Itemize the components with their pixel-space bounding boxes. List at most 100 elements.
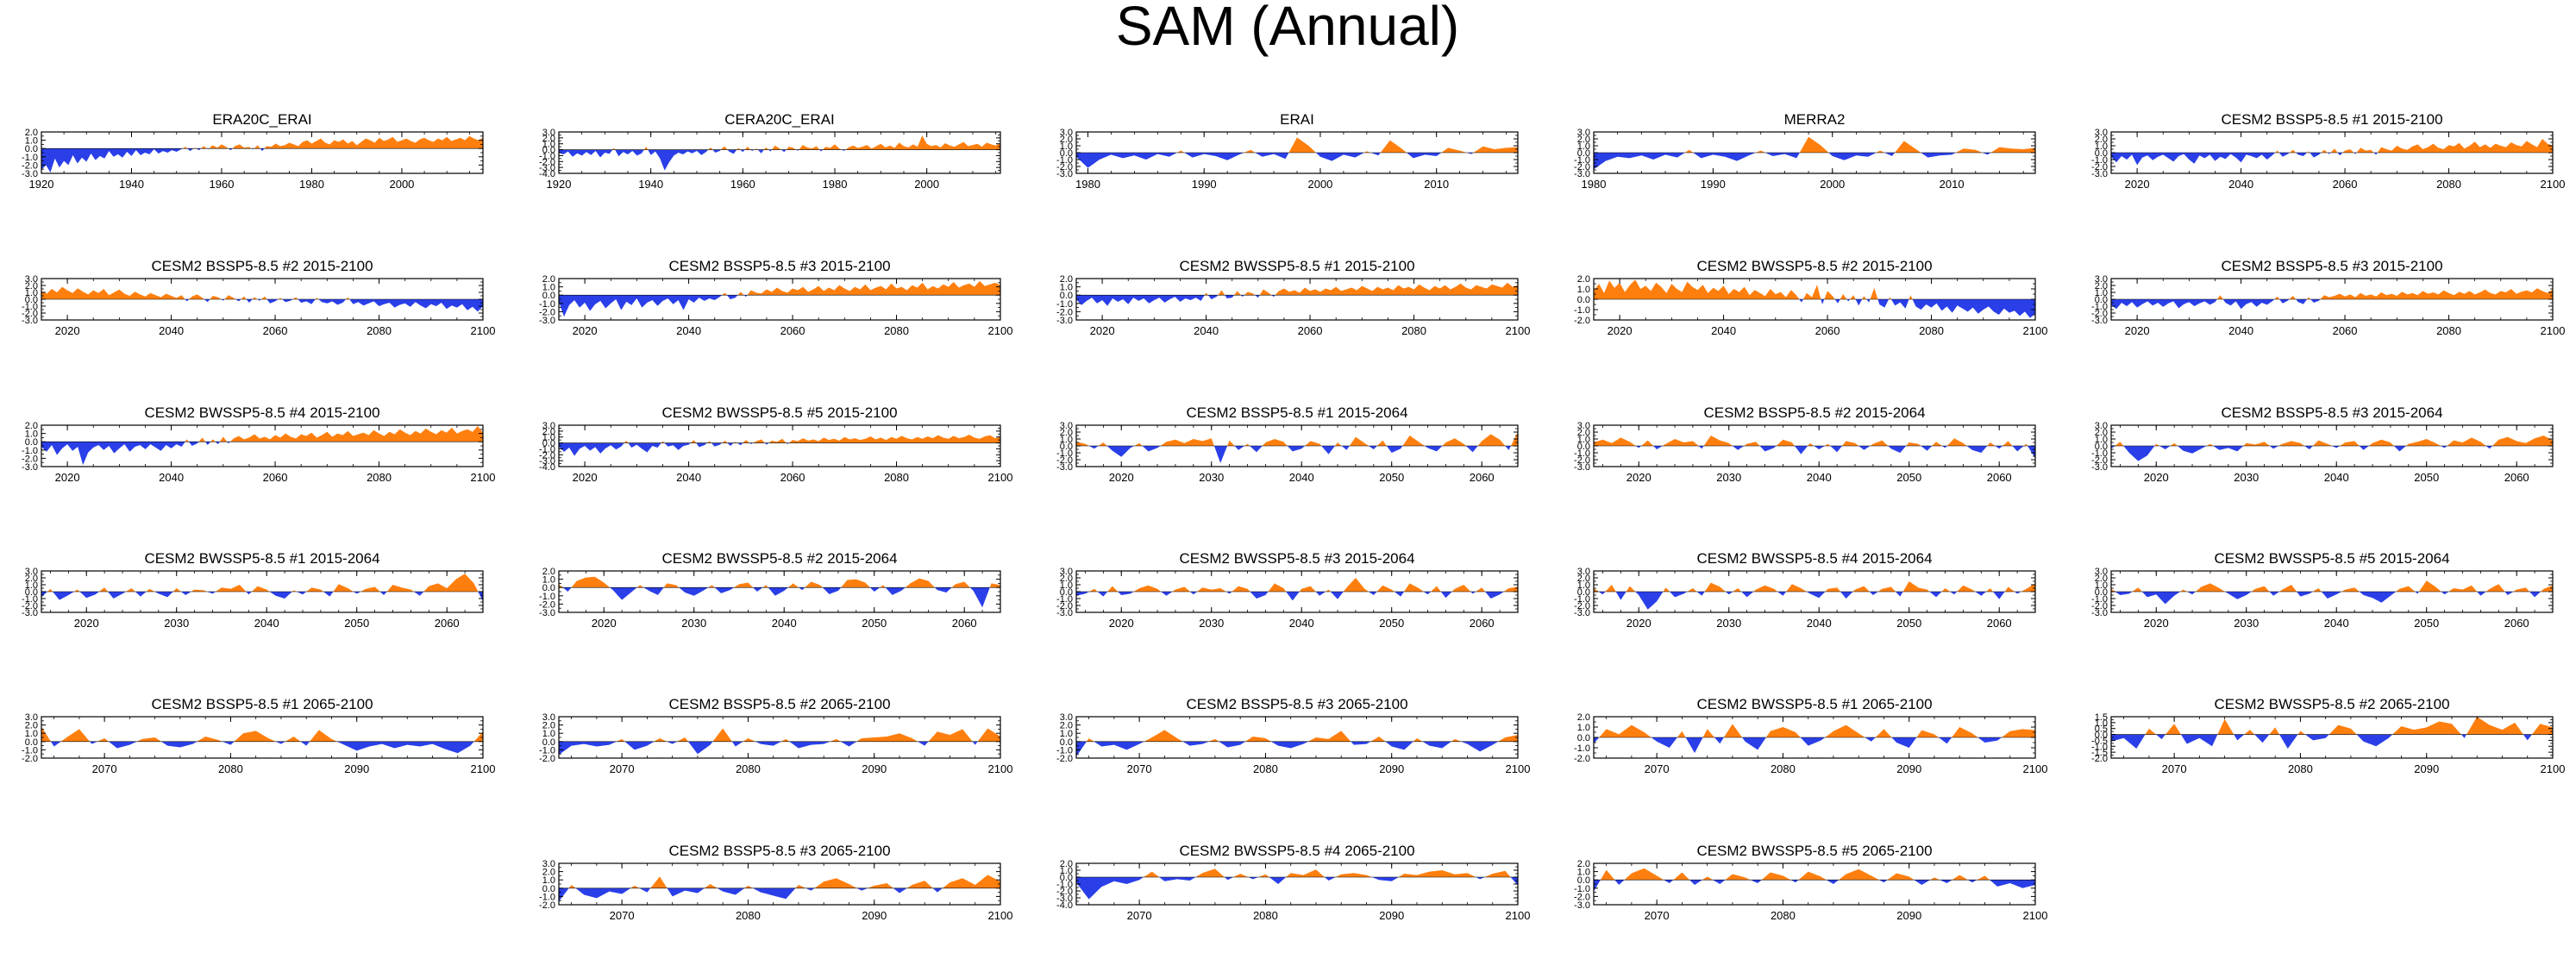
y-tick-label: 1.0 xyxy=(2095,141,2108,152)
plot-frame xyxy=(558,424,1001,467)
panel-26: CESM2 BSSP5-8.5 #3 2065-2100 -2.0-1.00.01… xyxy=(539,843,1012,922)
panel-title: CESM2 BWSSP5-8.5 #1 2015-2100 xyxy=(1179,258,1414,274)
x-tick-label: 2080 xyxy=(1771,909,1796,922)
y-tick-label: -3.0 xyxy=(539,608,555,618)
y-tick-label: -2.0 xyxy=(1574,316,1590,326)
negative-area xyxy=(1594,737,2035,753)
y-tick-label: 0.0 xyxy=(542,291,555,301)
y-tick-label: 0.0 xyxy=(1060,148,1073,159)
y-tick-label: 3.0 xyxy=(25,274,38,285)
x-tick-label: 2040 xyxy=(1807,471,1832,484)
y-tick-label: -1.0 xyxy=(2091,302,2108,312)
y-tick-label: 2.0 xyxy=(1577,428,1590,438)
y-tick-label: -2.0 xyxy=(1574,754,1590,764)
y-tick-label: 2.0 xyxy=(25,574,38,584)
panel-title: CESM2 BWSSP5-8.5 #5 2015-2100 xyxy=(661,404,897,421)
panel-title: CESM2 BSSP5-8.5 #2 2065-2100 xyxy=(668,696,890,712)
y-tick-label: -3.0 xyxy=(1056,169,1073,179)
y-tick-label: 3.0 xyxy=(1060,421,1073,431)
y-tick-label: 1.0 xyxy=(25,288,38,298)
y-tick-label: -2.0 xyxy=(1056,307,1073,317)
panel-title: CESM2 BWSSP5-8.5 #4 2065-2100 xyxy=(1179,843,1414,859)
y-tick-label: -2.0 xyxy=(539,307,555,317)
y-tick-label: 0.0 xyxy=(25,295,38,305)
y-tick-label: 3.0 xyxy=(1577,421,1590,431)
y-tick-label: -1.0 xyxy=(539,592,555,602)
x-tick-label: 2040 xyxy=(772,617,797,630)
x-tick-label: 2070 xyxy=(610,762,635,775)
positive-area xyxy=(41,574,483,592)
positive-area xyxy=(2111,288,2553,299)
y-tick-label: -1.0 xyxy=(1056,880,1073,890)
x-tick-label: 2100 xyxy=(2023,324,2048,337)
panel-title: ERAI xyxy=(1280,111,1314,128)
plot-frame xyxy=(558,862,1001,906)
panel-21: CESM2 BSSP5-8.5 #1 2065-2100 -2.0-1.00.01… xyxy=(22,696,495,775)
x-tick-label: 2040 xyxy=(159,324,184,337)
x-tick-label: 2040 xyxy=(676,324,701,337)
x-tick-label: 2080 xyxy=(884,324,909,337)
x-tick-label: 2090 xyxy=(1896,909,1921,922)
negative-area xyxy=(559,741,1000,756)
y-tick-label: 1.0 xyxy=(25,136,38,147)
y-tick-label: -2.0 xyxy=(22,309,38,319)
y-tick-label: -1.0 xyxy=(539,444,555,455)
x-tick-label: 2100 xyxy=(988,909,1013,922)
x-tick-label: 2080 xyxy=(218,762,243,775)
negative-area xyxy=(41,148,483,173)
y-tick-label: 0.0 xyxy=(1577,295,1590,305)
panel-title: ERA20C_ERAI xyxy=(212,111,311,128)
negative-area xyxy=(1076,446,1518,463)
y-tick-label: -2.0 xyxy=(2091,455,2108,466)
y-tick-label: -3.0 xyxy=(2091,608,2108,618)
y-tick-label: 1.0 xyxy=(1060,729,1073,739)
y-tick-label: -2.0 xyxy=(1056,455,1073,466)
y-tick-label: -2.0 xyxy=(1056,754,1073,764)
negative-area xyxy=(2111,592,2553,605)
x-tick-label: 2040 xyxy=(676,471,701,484)
y-tick-label: 1.0 xyxy=(542,283,555,293)
y-tick-label: 2.0 xyxy=(1060,574,1073,584)
x-tick-label: 2080 xyxy=(1771,762,1796,775)
y-tick-label: -3.0 xyxy=(22,169,38,179)
panel-17: CESM2 BWSSP5-8.5 #2 2015-2064 -3.0-2.0-1.… xyxy=(539,550,1001,630)
plot-frame xyxy=(1075,716,1519,759)
y-tick-label: -3.0 xyxy=(1056,608,1073,618)
y-tick-label: 1.0 xyxy=(1060,141,1073,152)
y-tick-label: -1.0 xyxy=(2091,594,2108,605)
x-tick-label: 2030 xyxy=(1199,471,1224,484)
x-tick-label: 2040 xyxy=(1289,471,1314,484)
y-tick-label: 3.0 xyxy=(25,712,38,723)
panel-title: CESM2 BSSP5-8.5 #3 2015-2064 xyxy=(2221,404,2442,421)
y-tick-label: -4.0 xyxy=(1056,900,1073,911)
panel-9: CESM2 BWSSP5-8.5 #2 2015-2100 -2.0-1.00.0… xyxy=(1574,258,2047,337)
plot-frame xyxy=(1075,278,1519,321)
y-tick-label: 1.0 xyxy=(2095,288,2108,298)
panel-title: CESM2 BWSSP5-8.5 #2 2065-2100 xyxy=(2214,696,2449,712)
x-tick-label: 2060 xyxy=(1470,471,1495,484)
y-tick-label: -1.0 xyxy=(1056,299,1073,310)
y-tick-label: 1.0 xyxy=(542,729,555,739)
y-tick-label: -1.0 xyxy=(1056,594,1073,605)
panel-title: CESM2 BWSSP5-8.5 #4 2015-2064 xyxy=(1696,550,1932,567)
x-tick-label: 2040 xyxy=(1807,617,1832,630)
y-tick-label: 3.0 xyxy=(1577,567,1590,577)
x-tick-label: 2030 xyxy=(2234,471,2259,484)
x-tick-label: 2040 xyxy=(254,617,279,630)
x-tick-label: 2020 xyxy=(573,471,598,484)
y-tick-label: -2.0 xyxy=(22,754,38,764)
y-tick-label: -2.0 xyxy=(1574,892,1590,902)
y-tick-label: -1.0 xyxy=(1574,155,1590,166)
x-tick-label: 2100 xyxy=(471,762,496,775)
panel-title: CESM2 BSSP5-8.5 #1 2015-2100 xyxy=(2221,111,2442,128)
negative-area xyxy=(1594,153,2035,170)
panel-title: CESM2 BSSP5-8.5 #3 2065-2100 xyxy=(668,843,890,859)
panel-title: CESM2 BSSP5-8.5 #1 2065-2100 xyxy=(151,696,373,712)
panel-3: ERAI -3.0-2.0-1.00.01.02.03.0 1980 1990 2000… xyxy=(1056,111,1519,191)
y-tick-label: -2.0 xyxy=(539,754,555,764)
panel-10: CESM2 BSSP5-8.5 #3 2015-2100 -3.0-2.0-1.0… xyxy=(2091,258,2565,337)
panel-title: CESM2 BWSSP5-8.5 #4 2015-2100 xyxy=(144,404,379,421)
x-tick-label: 2020 xyxy=(573,324,598,337)
